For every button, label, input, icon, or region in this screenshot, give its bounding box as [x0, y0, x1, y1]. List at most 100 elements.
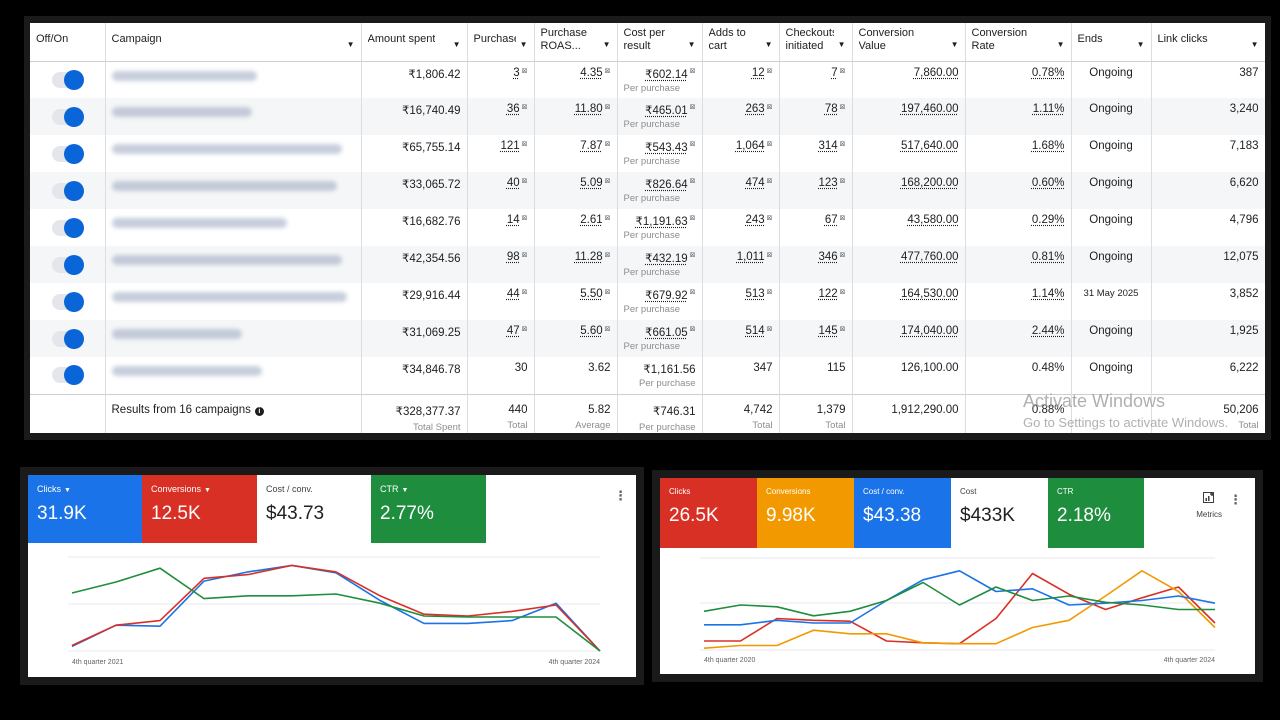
col-header-amount-spent[interactable]: Amount spent ▼ [361, 23, 468, 62]
purchase-roas-value[interactable]: 11.28 [574, 251, 603, 263]
checkouts-initiated-value[interactable]: 78 [824, 103, 838, 115]
campaign-toggle[interactable] [52, 254, 85, 275]
col-header-ends[interactable]: Ends ▼ [1071, 23, 1152, 62]
col-header-conversion-rate[interactable]: Conversion Rate ▼ [965, 23, 1072, 62]
sort-caret-icon[interactable]: ▼ [1250, 40, 1259, 49]
metric-tile-ctr[interactable]: CTR ▼ 2.77% [371, 475, 486, 543]
adds-to-cart-value[interactable]: 474 [745, 177, 765, 189]
adds-to-cart-value[interactable]: 12 [751, 66, 765, 79]
info-icon[interactable]: i [254, 406, 264, 416]
sort-caret-icon[interactable]: ▼ [519, 40, 528, 49]
purchases-value[interactable]: 98 [506, 251, 520, 263]
adds-to-cart-value[interactable]: 1,064 [735, 140, 765, 152]
metric-tile-conversions[interactable]: Conversions ▼ 12.5K [142, 475, 257, 543]
metric-tile-clicks[interactable]: Clicks ▼ 31.9K [28, 475, 142, 543]
metric-tile-ctr[interactable]: CTR 2.18% [1048, 478, 1144, 548]
metric-tile-clicks[interactable]: Clicks 26.5K [660, 478, 757, 548]
col-header-purchase-roas[interactable]: Purchase ROAS... ▼ [534, 23, 618, 62]
cost-per-result-value[interactable]: ₹826.64 [645, 179, 688, 191]
adds-to-cart-value[interactable]: 1,011 [736, 251, 765, 263]
cost-per-result-value[interactable]: ₹679.92 [645, 290, 688, 302]
purchases-value[interactable]: 36 [506, 103, 520, 115]
campaign-name-cell[interactable] [105, 283, 362, 320]
purchases-value[interactable]: 40 [506, 177, 520, 189]
conversion-value-value[interactable]: 517,640.00 [900, 140, 959, 152]
campaign-toggle[interactable] [52, 291, 85, 312]
campaign-name-cell[interactable] [105, 246, 362, 283]
campaign-toggle[interactable] [52, 365, 85, 386]
adds-to-cart-value[interactable]: 513 [745, 288, 765, 300]
conversion-value-value[interactable]: 477,760.00 [900, 251, 959, 263]
cost-per-result-value[interactable]: ₹1,191.63 [635, 216, 688, 228]
dropdown-arrow-icon[interactable]: ▼ [64, 487, 71, 494]
conversion-value-value[interactable]: 7,860.00 [913, 66, 959, 79]
campaign-toggle[interactable] [52, 143, 85, 164]
col-header-adds-to-cart[interactable]: Adds to cart ▼ [702, 23, 780, 62]
metrics-button[interactable]: Metrics [1196, 492, 1222, 519]
campaign-toggle[interactable] [52, 328, 85, 349]
cost-per-result-value[interactable]: ₹543.43 [645, 142, 688, 154]
col-header-conversion-value[interactable]: Conversion Value ▼ [852, 23, 966, 62]
cost-per-result-value[interactable]: ₹661.05 [645, 327, 688, 339]
checkouts-initiated-value[interactable]: 122 [818, 288, 838, 300]
blurred-campaign-name[interactable] [111, 329, 242, 339]
checkouts-initiated-value[interactable]: 314 [818, 140, 838, 152]
adds-to-cart-value[interactable]: 514 [745, 325, 765, 337]
dropdown-arrow-icon[interactable]: ▼ [401, 487, 409, 494]
campaign-toggle[interactable] [52, 69, 85, 90]
campaign-name-cell[interactable] [105, 209, 362, 246]
col-header-checkouts[interactable]: Checkouts initiated ▼ [779, 23, 853, 62]
conversion-rate-value[interactable]: 2.44% [1031, 325, 1065, 337]
campaign-toggle[interactable] [52, 106, 85, 127]
sort-caret-icon[interactable]: ▼ [452, 40, 461, 49]
cost-per-result-value[interactable]: ₹432.19 [645, 253, 688, 265]
campaign-name-cell[interactable] [105, 172, 362, 209]
cost-per-result-value[interactable]: ₹602.14 [645, 68, 688, 81]
purchases-value[interactable]: 3 [513, 66, 520, 79]
sort-caret-icon[interactable]: ▼ [1056, 40, 1065, 49]
blurred-campaign-name[interactable] [111, 107, 252, 117]
conversion-rate-value[interactable]: 0.81% [1031, 251, 1065, 263]
conversion-rate-value[interactable]: 0.29% [1031, 214, 1065, 226]
col-header-toggle[interactable]: Off/On [30, 23, 106, 62]
sort-caret-icon[interactable]: ▼ [1136, 40, 1145, 49]
metric-tile-cost-per-conv[interactable]: Cost / conv. $43.73 [257, 475, 371, 543]
sort-caret-icon[interactable]: ▼ [764, 40, 773, 49]
purchases-value[interactable]: 47 [506, 325, 520, 337]
conversion-rate-value[interactable]: 1.14% [1031, 288, 1065, 300]
purchases-value[interactable]: 44 [506, 288, 520, 300]
sort-caret-icon[interactable]: ▼ [687, 40, 696, 49]
cost-per-result-value[interactable]: ₹465.01 [645, 105, 688, 117]
purchase-roas-value[interactable]: 5.60 [580, 325, 603, 337]
campaign-name-cell[interactable] [105, 61, 362, 98]
blurred-campaign-name[interactable] [111, 255, 342, 265]
sort-caret-icon[interactable]: ▼ [346, 40, 355, 49]
conversion-rate-value[interactable]: 0.60% [1031, 177, 1065, 189]
purchase-roas-value[interactable]: 4.35 [580, 66, 603, 79]
blurred-campaign-name[interactable] [111, 144, 342, 154]
purchase-roas-value[interactable]: 11.80 [574, 103, 603, 115]
campaign-name-cell[interactable] [105, 320, 362, 357]
campaign-name-cell[interactable] [105, 357, 362, 394]
adds-to-cart-value[interactable]: 243 [745, 214, 765, 226]
adds-to-cart-value[interactable]: 263 [745, 103, 765, 115]
more-options-icon[interactable]: ⋮ [1229, 492, 1242, 507]
purchases-value[interactable]: 121 [500, 140, 520, 152]
conversion-value-value[interactable]: 168,200.00 [900, 177, 959, 189]
purchase-roas-value[interactable]: 7.87 [580, 140, 603, 152]
metric-tile-cost[interactable]: Cost $433K [951, 478, 1048, 548]
conversion-rate-value[interactable]: 1.11% [1032, 103, 1065, 115]
conversion-value-value[interactable]: 43,580.00 [907, 214, 959, 226]
col-header-cost-per-result[interactable]: Cost per result ▼ [617, 23, 703, 62]
campaign-toggle[interactable] [52, 217, 85, 238]
campaign-name-cell[interactable] [105, 98, 362, 135]
col-header-campaign[interactable]: Campaign ▼ [105, 23, 362, 62]
checkouts-initiated-value[interactable]: 123 [818, 177, 838, 189]
blurred-campaign-name[interactable] [111, 366, 262, 376]
sort-caret-icon[interactable]: ▼ [602, 40, 611, 49]
checkouts-initiated-value[interactable]: 67 [824, 214, 838, 226]
checkouts-initiated-value[interactable]: 346 [818, 251, 838, 263]
col-header-purchases[interactable]: Purchases▼ [467, 23, 535, 62]
campaign-toggle[interactable] [52, 180, 85, 201]
conversion-value-value[interactable]: 197,460.00 [900, 103, 959, 115]
